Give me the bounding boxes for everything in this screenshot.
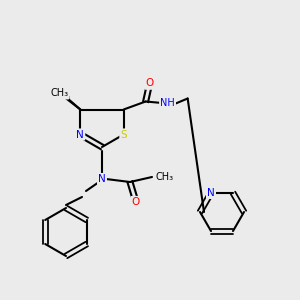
Text: N: N <box>207 188 215 198</box>
Text: CH₃: CH₃ <box>156 172 174 182</box>
Text: CH: CH <box>53 89 68 100</box>
Text: N: N <box>207 188 215 198</box>
Text: NH: NH <box>160 98 175 109</box>
Text: N: N <box>98 174 106 184</box>
Text: ₃: ₃ <box>67 93 70 102</box>
Text: O: O <box>132 197 140 207</box>
Text: S: S <box>120 130 127 140</box>
Text: O: O <box>132 197 140 207</box>
Text: N: N <box>98 174 106 184</box>
Text: NH: NH <box>160 98 175 109</box>
Text: N: N <box>76 130 84 140</box>
Text: O: O <box>146 79 154 88</box>
Text: CH₃: CH₃ <box>50 88 68 98</box>
Text: O: O <box>146 79 154 88</box>
